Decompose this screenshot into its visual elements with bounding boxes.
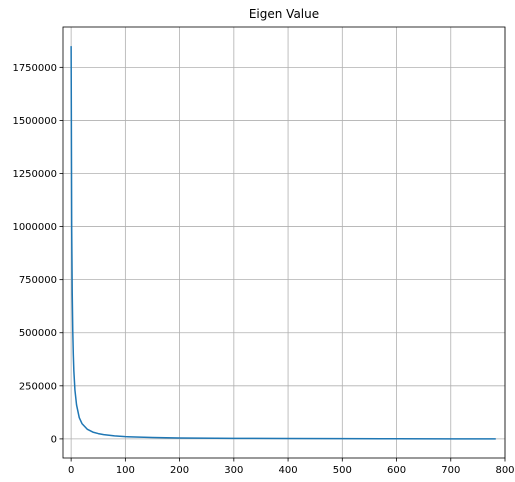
y-tick-label: 500000 bbox=[19, 328, 57, 339]
y-tick-label: 0 bbox=[51, 434, 57, 445]
x-tick-label: 600 bbox=[387, 465, 406, 476]
x-tick-label: 300 bbox=[224, 465, 243, 476]
series-line-0 bbox=[70, 46, 496, 440]
y-tick-label: 750000 bbox=[19, 275, 57, 286]
x-tick-label: 500 bbox=[333, 465, 352, 476]
x-tick-label: 0 bbox=[68, 465, 74, 476]
tick-labels: 0 100 200 300 400 500 600 700 800 0 250000 500000 75… bbox=[12, 63, 514, 476]
y-tick-label: 1500000 bbox=[12, 116, 57, 127]
plot-frame bbox=[62, 26, 506, 459]
x-tick-label: 200 bbox=[170, 465, 189, 476]
y-tick-label: 1250000 bbox=[12, 169, 57, 180]
y-tick-label: 1000000 bbox=[12, 222, 57, 233]
x-tick-label: 800 bbox=[495, 465, 514, 476]
series-layer bbox=[70, 46, 496, 440]
x-tick-label: 400 bbox=[279, 465, 298, 476]
chart-title: Eigen Value bbox=[249, 7, 319, 21]
grid bbox=[63, 27, 506, 458]
x-tick-label: 700 bbox=[441, 465, 460, 476]
y-tick-label: 1750000 bbox=[12, 63, 57, 74]
x-tick-label: 100 bbox=[116, 465, 135, 476]
y-tick-label: 250000 bbox=[19, 381, 57, 392]
axes bbox=[62, 26, 506, 459]
